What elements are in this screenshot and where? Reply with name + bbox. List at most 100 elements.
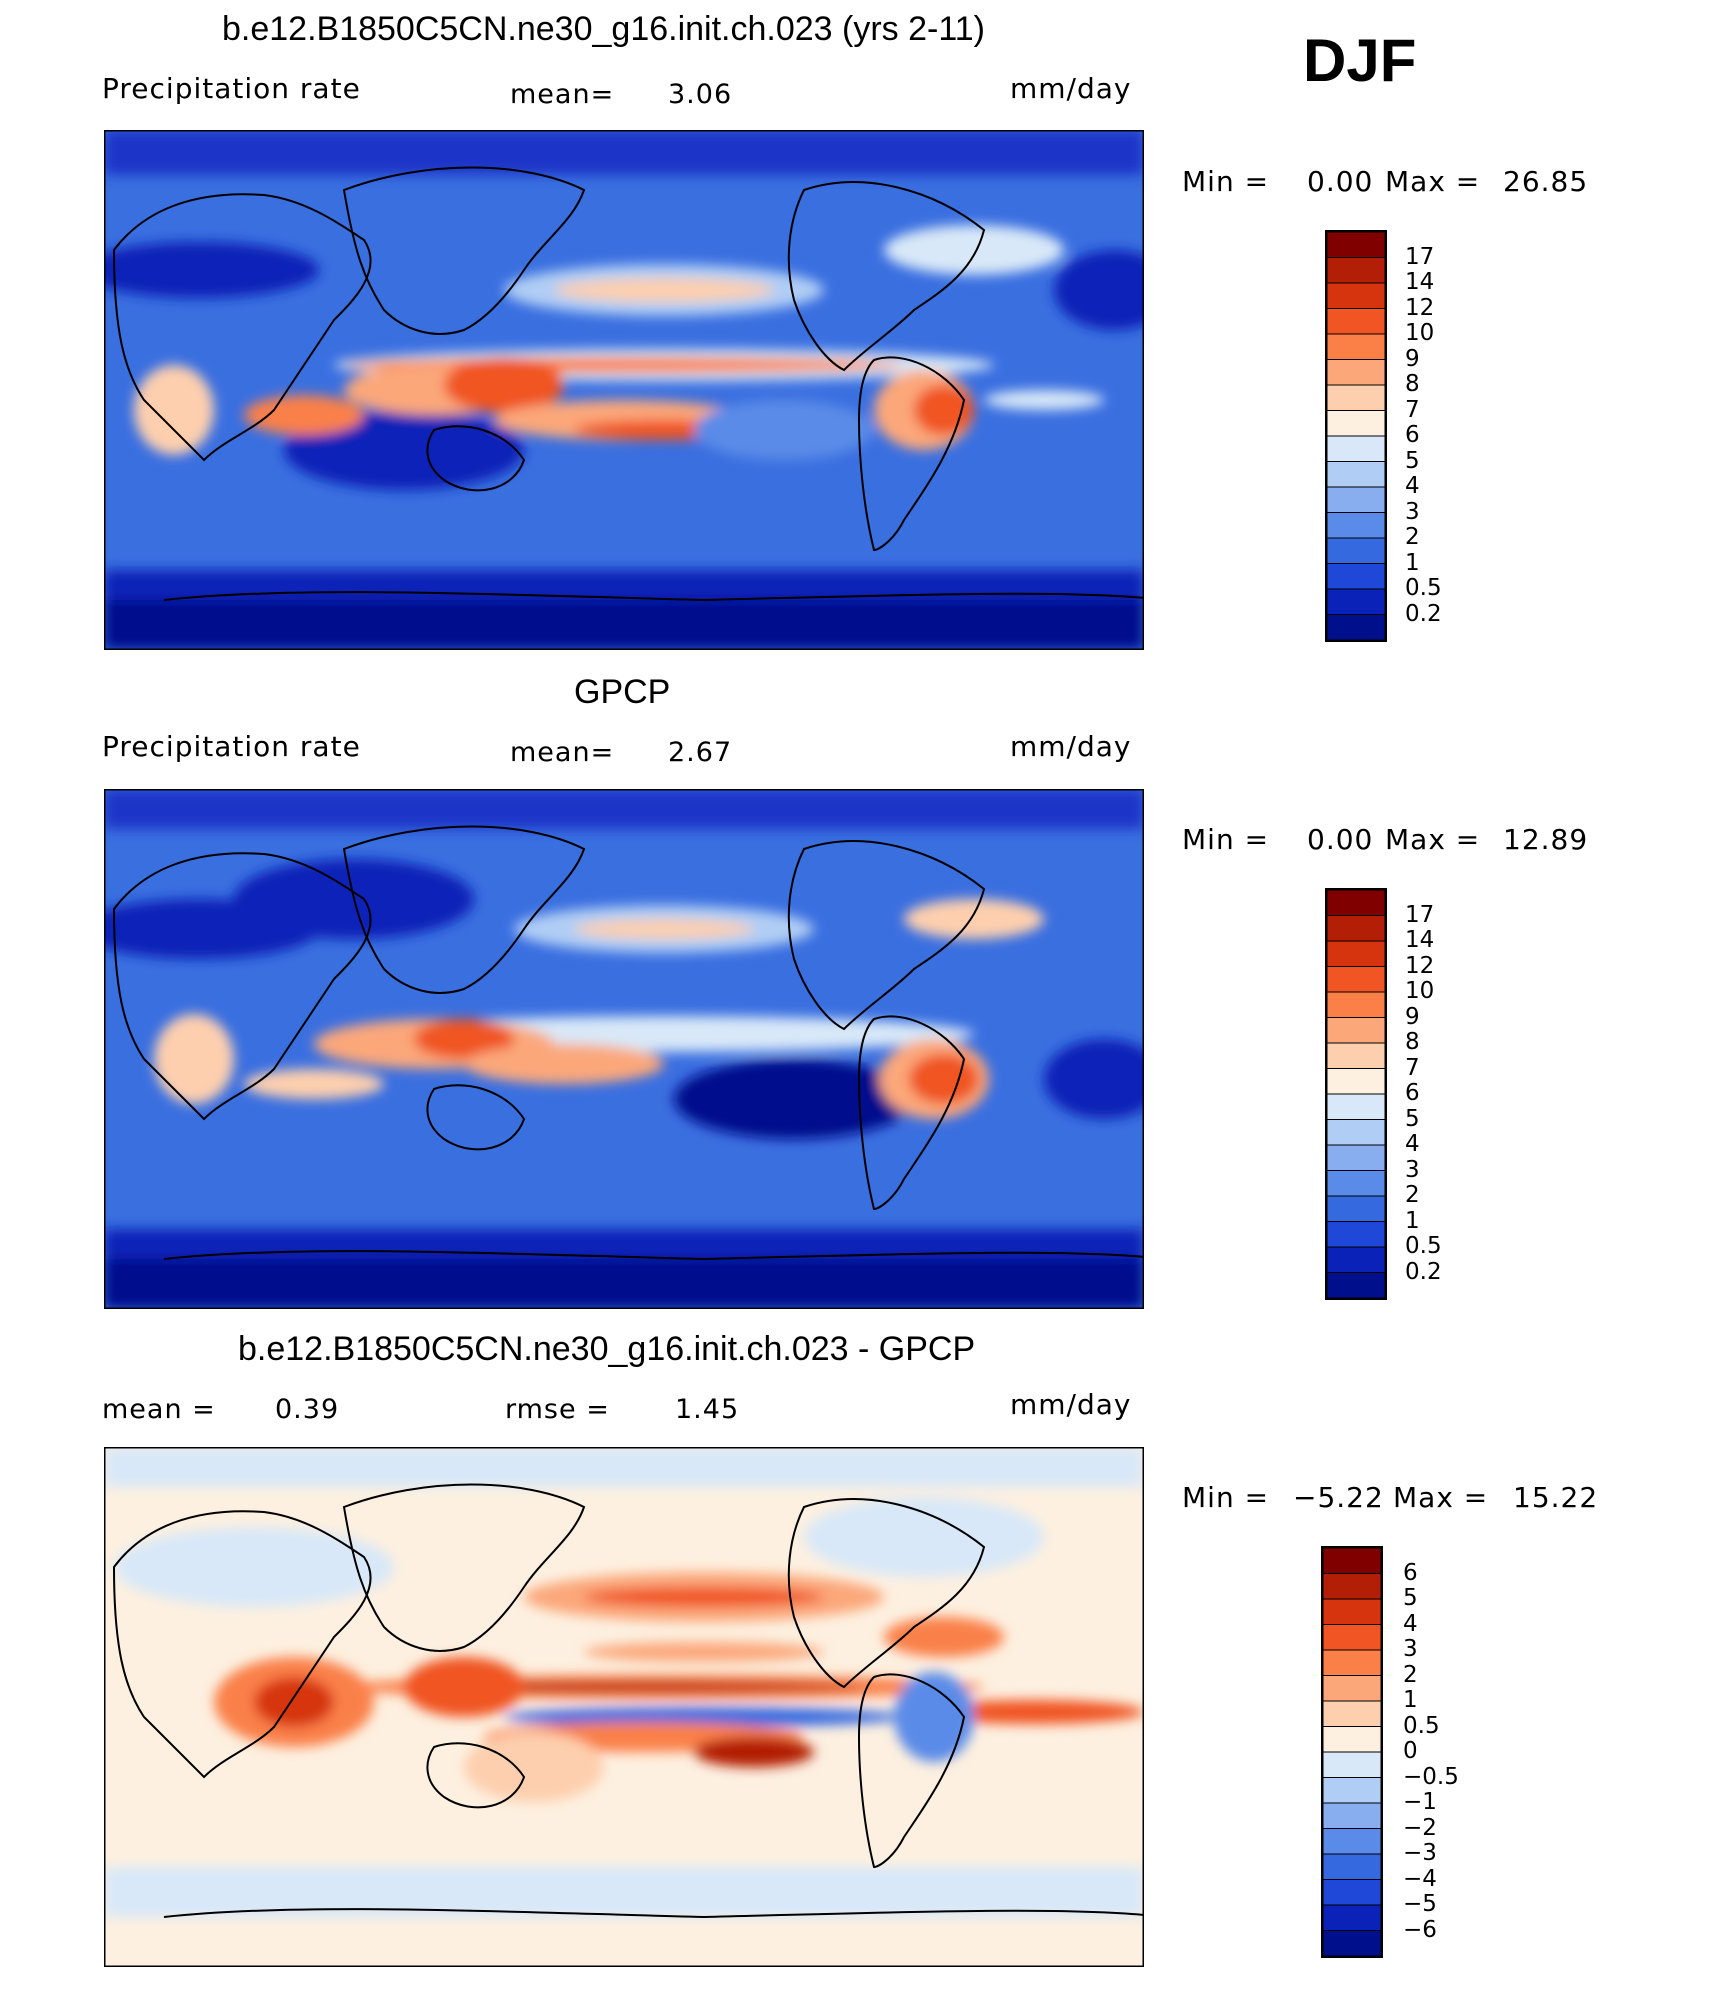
colorbar-swatch	[1326, 1221, 1386, 1248]
colorbar-tick-label: 0.2	[1405, 600, 1442, 627]
colorbar-swatch	[1326, 384, 1386, 411]
colorbar-tick-label: 12	[1405, 952, 1435, 979]
min-label-diff: Min =	[1182, 1481, 1270, 1514]
max-label-obs: Max =	[1385, 823, 1481, 856]
colorbar-tick-label: 9	[1405, 1003, 1420, 1030]
season-label: DJF	[1303, 27, 1417, 94]
precip-map-obs	[104, 789, 1144, 1309]
colorbar-tick-label: −3	[1403, 1840, 1437, 1866]
colorbar-swatch	[1326, 1170, 1386, 1197]
colorbar-swatch	[1326, 563, 1386, 590]
mean-label-obs: mean=	[510, 737, 615, 768]
colorbar-swatch	[1326, 359, 1386, 386]
min-label-model: Min =	[1182, 165, 1270, 198]
colorbar-tick-label: 12	[1405, 294, 1435, 321]
max-label-diff: Max =	[1393, 1481, 1489, 1514]
colorbar-tick-label: 9	[1405, 345, 1420, 372]
colorbar-swatch	[1326, 308, 1386, 335]
colorbar-tick-label: 8	[1405, 371, 1420, 397]
colorbar-swatch	[1326, 257, 1386, 284]
colorbar-tick-label: 3	[1403, 1636, 1418, 1662]
mean-value-obs: 2.67	[668, 737, 733, 768]
colorbar-swatch	[1322, 1547, 1382, 1574]
colorbar-swatch	[1322, 1879, 1382, 1906]
colorbar-swatch	[1322, 1802, 1382, 1829]
colorbar-swatch	[1326, 231, 1386, 258]
max-value-diff: 15.22	[1513, 1481, 1599, 1514]
colorbar-tick-label: 1	[1403, 1687, 1418, 1713]
colorbar-swatch	[1322, 1675, 1382, 1702]
colorbar-swatch	[1326, 614, 1386, 641]
colorbar-swatch	[1322, 1777, 1382, 1804]
max-value-model: 26.85	[1503, 165, 1589, 198]
colorbar-tick-label: 17	[1405, 901, 1435, 928]
min-value-diff: −5.22	[1293, 1481, 1384, 1514]
min-value-model: 0.00	[1307, 165, 1374, 198]
rmse-value-diff: 1.45	[675, 1394, 740, 1425]
colorbar-tick-label: 0	[1403, 1738, 1418, 1764]
colorbar-tick-label: 5	[1403, 1585, 1418, 1611]
colorbar-swatch	[1326, 1195, 1386, 1222]
colorbar-swatch	[1326, 461, 1386, 488]
colorbar-swatch	[1322, 1649, 1382, 1676]
colorbar-tick-label: 6	[1405, 1080, 1420, 1106]
colorbar-tick-label: 7	[1405, 396, 1420, 423]
colorbar-tick-label: 6	[1405, 422, 1420, 448]
colorbar-tick-label: 5	[1405, 1105, 1420, 1132]
colorbar-model	[1325, 230, 1387, 642]
min-label-obs: Min =	[1182, 823, 1270, 856]
colorbar-tick-label: 0.5	[1405, 1233, 1442, 1259]
precip-diff-map	[104, 1447, 1144, 1967]
field-label-model: Precipitation rate	[102, 72, 361, 105]
colorbar-swatch	[1326, 537, 1386, 564]
colorbar-tick-label: −2	[1403, 1814, 1437, 1841]
colorbar-swatch	[1326, 1042, 1386, 1069]
colorbar-tick-label: 2	[1403, 1661, 1418, 1688]
mean-value-model: 3.06	[668, 79, 733, 110]
colorbar-swatch	[1322, 1904, 1382, 1931]
rmse-label-diff: rmse =	[505, 1394, 610, 1425]
panel-title-obs: GPCP	[574, 673, 671, 711]
min-value-obs: 0.00	[1307, 823, 1374, 856]
mean-value-diff: 0.39	[275, 1394, 340, 1425]
colorbar-tick-label: 4	[1405, 1131, 1420, 1157]
max-label-model: Max =	[1385, 165, 1481, 198]
colorbar-swatch	[1326, 435, 1386, 462]
colorbar-tick-label: 14	[1405, 927, 1435, 953]
colorbar-swatch	[1326, 1144, 1386, 1171]
colorbar-tick-label: 7	[1405, 1054, 1420, 1081]
colorbar-swatch	[1326, 1093, 1386, 1120]
colorbar-swatch	[1326, 333, 1386, 360]
colorbar-swatch	[1322, 1930, 1382, 1957]
colorbar-swatch	[1322, 1573, 1382, 1600]
colorbar-tick-label: −4	[1403, 1865, 1437, 1892]
colorbar-swatch	[1326, 588, 1386, 615]
units-label-diff: mm/day	[1010, 1388, 1132, 1421]
colorbar-swatch	[1326, 512, 1386, 539]
colorbar-swatch	[1326, 1017, 1386, 1044]
colorbar-tick-label: 0.2	[1405, 1258, 1442, 1285]
colorbar-tick-label: 14	[1405, 269, 1435, 295]
panel-title-diff: b.e12.B1850C5CN.ne30_g16.init.ch.023 - G…	[238, 1330, 976, 1368]
colorbar-tick-label: −5	[1403, 1891, 1437, 1917]
colorbar-tick-label: 10	[1405, 978, 1435, 1004]
colorbar-tick-label: 0.5	[1403, 1712, 1440, 1739]
colorbar-tick-label: 2	[1405, 1182, 1420, 1208]
colorbar-swatch	[1326, 1246, 1386, 1273]
mean-label-diff: mean =	[102, 1394, 216, 1425]
colorbar-swatch	[1326, 1068, 1386, 1095]
colorbar-tick-label: 5	[1405, 447, 1420, 474]
colorbar-tick-label: 3	[1405, 1156, 1420, 1183]
colorbar-swatch	[1322, 1828, 1382, 1855]
mean-label-model: mean=	[510, 79, 615, 110]
units-label-model: mm/day	[1010, 72, 1132, 105]
colorbar-tick-label: 4	[1403, 1610, 1418, 1637]
colorbar-swatch	[1326, 486, 1386, 513]
colorbar-tick-label: 1	[1405, 549, 1420, 576]
colorbar-tick-label: 1	[1405, 1207, 1420, 1234]
colorbar-obs	[1325, 888, 1387, 1300]
colorbar-diff	[1321, 1546, 1383, 1958]
max-value-obs: 12.89	[1503, 823, 1589, 856]
colorbar-swatch	[1322, 1853, 1382, 1880]
colorbar-tick-label: 4	[1405, 473, 1420, 499]
